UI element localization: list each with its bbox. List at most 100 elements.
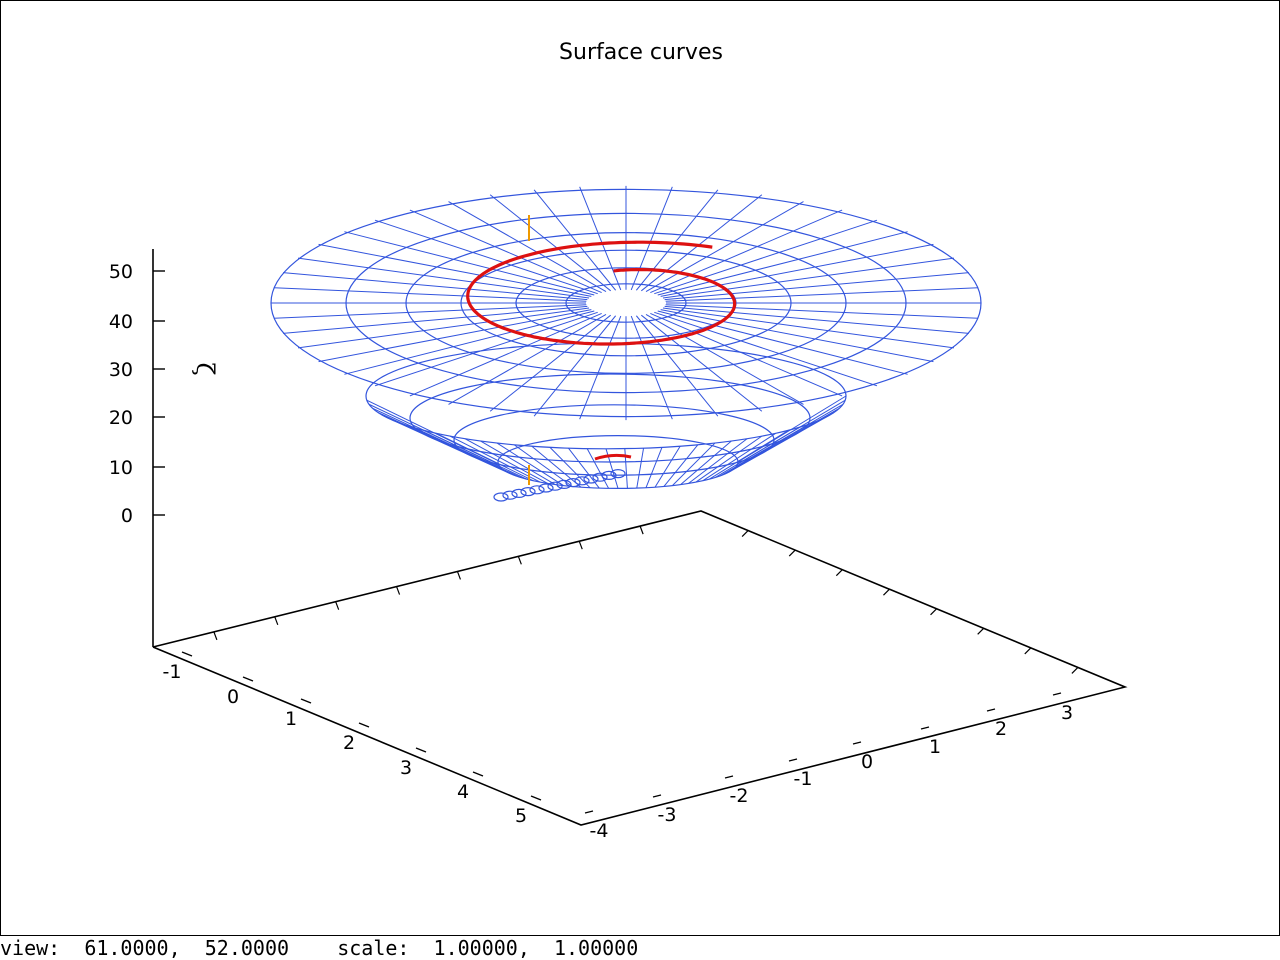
scale-1: 1.00000, — [433, 936, 530, 960]
coil-ring — [520, 487, 536, 497]
surface-radial — [650, 209, 843, 293]
lower-radial — [720, 423, 811, 477]
y-tick — [986, 708, 996, 712]
surface-radial — [660, 243, 934, 297]
y-tick-label: 2 — [995, 718, 1007, 740]
plot-canvas[interactable]: Surface curves ζ 50403020100-1012345-4-3… — [1, 1, 1280, 937]
lower-radial — [568, 447, 600, 489]
y-tick — [920, 726, 930, 730]
surface-radial — [645, 201, 804, 293]
tick-labels: 50 40 30 20 10 0 -1 0 1 2 3 4 5 -4 -3 -2 -1 0 1 2 3 — [109, 261, 1073, 842]
surface-radial — [344, 231, 595, 296]
back-tick — [788, 549, 796, 557]
surface-radial — [533, 315, 617, 417]
back-tick — [274, 616, 279, 625]
surface-radial — [640, 194, 763, 292]
y-tick — [1052, 692, 1062, 696]
coil-ring — [592, 472, 608, 482]
z-tick-label: 40 — [109, 311, 133, 333]
x-tick-label: 3 — [400, 757, 412, 779]
lower-radial — [586, 448, 610, 489]
surface-radial — [489, 314, 612, 412]
y-tick — [788, 758, 798, 762]
back-tick — [395, 586, 401, 595]
x-tick — [358, 722, 370, 728]
surface-radial — [657, 310, 908, 375]
lower-radial — [672, 442, 716, 486]
base-plane — [152, 510, 1128, 826]
surface-radial — [374, 219, 598, 295]
coil-ring — [565, 478, 581, 488]
back-tick — [1071, 667, 1079, 674]
z-axis-label: ζ — [191, 362, 219, 375]
back-tick — [883, 588, 890, 596]
surface-radial — [297, 257, 590, 299]
surface-radial — [448, 313, 607, 405]
lower-radial — [654, 445, 681, 488]
x-tick-label: 1 — [285, 708, 297, 730]
status-bar: view: 61.0000, 52.0000 scale: 1.00000, 1… — [0, 936, 1280, 960]
lower-radial — [496, 442, 564, 486]
x-tick-label: -1 — [163, 661, 182, 683]
surface-radial — [660, 309, 934, 363]
lower-radial — [714, 426, 801, 478]
surface-radial — [630, 315, 673, 420]
surface-radial — [297, 307, 590, 349]
back-tick — [639, 525, 644, 535]
lower-radial — [372, 407, 502, 469]
surface-radial — [579, 315, 622, 420]
back-tick — [578, 541, 583, 550]
lower-radial — [464, 438, 548, 484]
x-tick-label: 4 — [457, 781, 469, 803]
lower-radial — [645, 447, 663, 488]
lower-radial — [695, 435, 763, 483]
coil-ring — [538, 483, 554, 493]
surface-radial — [640, 314, 763, 412]
surface-radial — [448, 201, 607, 293]
y-tick-label: 0 — [861, 751, 873, 773]
chart-title: Surface curves — [559, 40, 723, 65]
y-tick-label: -1 — [794, 768, 813, 790]
x-tick — [530, 795, 542, 801]
back-tick — [213, 631, 218, 641]
lower-radial — [663, 444, 699, 487]
lower-radial — [737, 395, 847, 463]
surface-radial — [374, 311, 598, 387]
surface-radial — [654, 311, 878, 387]
surface-radial — [665, 287, 978, 302]
back-tick — [456, 571, 462, 580]
view-label: view: — [0, 936, 61, 960]
coil-ring — [493, 492, 509, 502]
surface-radial — [665, 304, 978, 319]
surface-radial — [274, 287, 587, 302]
surface-radial — [662, 307, 955, 349]
lower-radial — [702, 432, 776, 482]
surface-radial — [579, 186, 622, 291]
surface-radial — [645, 313, 804, 405]
surface-mesh — [270, 185, 982, 502]
x-tick-label: 5 — [515, 805, 527, 827]
scale-label: scale: — [337, 936, 410, 960]
y-tick-label: -4 — [590, 820, 609, 842]
surface-radial — [318, 309, 592, 363]
lower-radial — [368, 403, 500, 467]
surface-radial — [533, 189, 617, 291]
surface-curve — [466, 215, 737, 485]
z-tick-label: 0 — [121, 505, 133, 527]
surface-radial — [344, 310, 595, 375]
coil-ring — [502, 490, 518, 500]
back-tick — [741, 530, 749, 537]
coil-ring — [511, 488, 527, 498]
plot-window[interactable]: Surface curves ζ 50 40 30 20 10 0 -1 0 1 2 3 4 5 -4 -3… — [0, 0, 1280, 936]
surface-radial — [635, 189, 719, 291]
surface-radial — [283, 305, 588, 334]
surface-radial — [635, 315, 719, 417]
surface-radial — [650, 313, 843, 397]
surface-radial — [489, 194, 612, 292]
lower-radial — [377, 411, 505, 471]
surface-radial — [662, 257, 955, 299]
lower-radial — [680, 440, 732, 485]
x-tick — [472, 771, 484, 777]
y-tick — [584, 810, 594, 814]
curve-path — [466, 240, 737, 346]
